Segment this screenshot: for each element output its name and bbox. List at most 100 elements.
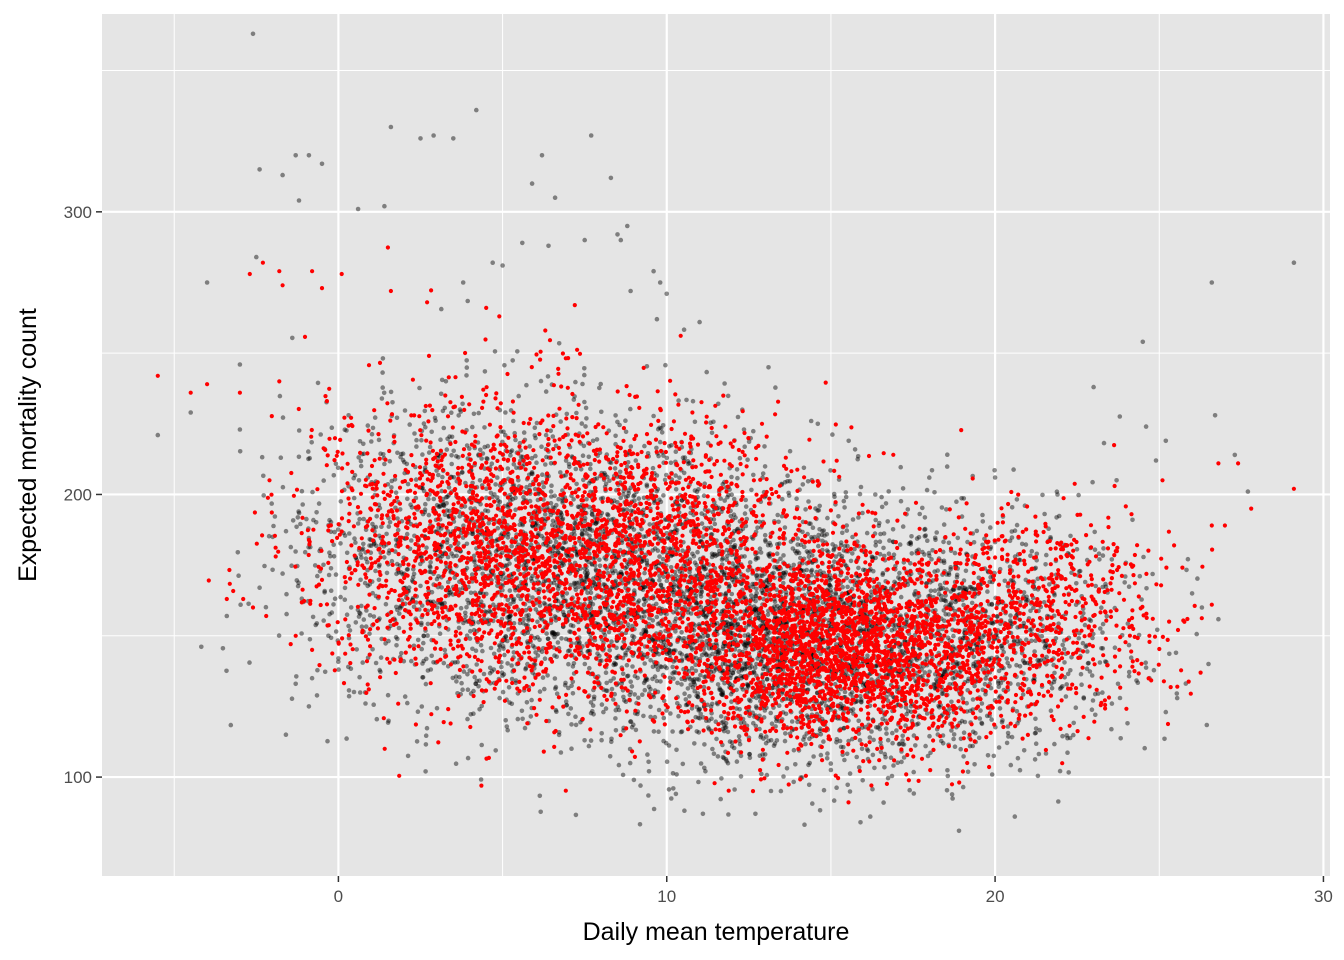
observed-data-point — [421, 633, 427, 639]
observed-data-point — [655, 548, 661, 553]
observed-data-point — [465, 755, 471, 761]
observed-data-point — [631, 493, 636, 499]
observed-data-point — [271, 523, 276, 529]
major-gridlines — [102, 14, 1330, 876]
observed-data-point — [751, 428, 756, 434]
observed-data-point — [877, 520, 882, 526]
observed-data-point — [1011, 467, 1016, 472]
observed-data-point — [661, 738, 666, 744]
observed-data-point — [552, 676, 558, 681]
observed-data-point — [753, 608, 759, 613]
observed-data-point — [873, 517, 878, 523]
observed-data-point — [470, 646, 475, 652]
observed-data-point — [657, 577, 662, 583]
observed-data-point — [394, 604, 399, 610]
observed-data-point — [422, 408, 428, 414]
observed-data-point — [346, 623, 351, 629]
observed-data-point — [270, 567, 275, 573]
observed-data-point — [618, 569, 624, 575]
observed-data-point — [671, 676, 676, 681]
observed-data-point — [623, 418, 628, 424]
observed-data-point — [821, 739, 826, 744]
observed-data-point — [1004, 656, 1010, 661]
observed-data-point — [997, 706, 1003, 711]
observed-data-point — [709, 430, 715, 436]
observed-data-point — [640, 692, 645, 697]
observed-data-point — [781, 553, 786, 558]
observed-data-point — [590, 438, 596, 444]
observed-data-point — [342, 597, 348, 602]
observed-data-point — [616, 762, 622, 768]
observed-data-point — [850, 517, 856, 522]
observed-data-point — [809, 567, 815, 573]
observed-data-point — [502, 652, 507, 658]
observed-data-point — [682, 691, 687, 696]
observed-data-point — [641, 558, 647, 563]
observed-data-point — [699, 511, 704, 516]
observed-data-point — [425, 668, 431, 673]
observed-data-point — [725, 393, 731, 399]
observed-data-point — [633, 727, 639, 733]
observed-data-point — [801, 465, 807, 471]
observed-data-point — [809, 535, 814, 540]
observed-data-point — [735, 414, 741, 420]
observed-data-point — [335, 465, 341, 471]
observed-data-point — [548, 461, 554, 466]
observed-data-point — [635, 600, 640, 605]
observed-data-point — [972, 762, 977, 767]
observed-data-point — [553, 686, 558, 691]
observed-data-point — [603, 706, 609, 711]
observed-data-point — [519, 708, 525, 714]
observed-data-point — [870, 786, 875, 792]
observed-data-point — [801, 568, 806, 574]
observed-data-point — [584, 416, 589, 421]
observed-data-point — [845, 782, 850, 788]
observed-data-point — [527, 444, 532, 449]
observed-data-point — [891, 763, 896, 768]
observed-data-point — [654, 614, 660, 620]
observed-data-point — [613, 661, 619, 667]
observed-data-point — [881, 800, 886, 805]
observed-data-point — [351, 495, 357, 501]
observed-data-point — [500, 673, 505, 678]
observed-data-point — [714, 736, 719, 742]
observed-data-point — [920, 505, 925, 511]
observed-data-point — [535, 619, 540, 625]
observed-data-point — [538, 809, 543, 815]
observed-data-point — [843, 490, 849, 495]
observed-data-point — [895, 760, 900, 765]
observed-data-point — [728, 663, 734, 668]
observed-data-point — [378, 655, 384, 660]
observed-data-point — [646, 769, 652, 774]
observed-data-point — [898, 594, 904, 600]
observed-data-point — [650, 465, 656, 471]
observed-data-point — [845, 543, 850, 549]
observed-data-point — [464, 565, 470, 571]
observed-data-point — [673, 487, 679, 492]
observed-data-point — [808, 521, 813, 526]
observed-data-point — [295, 515, 301, 520]
observed-data-point — [574, 410, 579, 416]
observed-data-point — [382, 555, 387, 560]
observed-data-point — [491, 651, 497, 657]
observed-data-point — [648, 704, 653, 710]
observed-data-point — [692, 741, 697, 746]
observed-data-point — [894, 728, 899, 733]
observed-data-point — [566, 661, 571, 667]
observed-data-point — [454, 453, 459, 459]
observed-data-point — [481, 671, 487, 677]
observed-data-point — [424, 545, 429, 550]
observed-data-point — [671, 669, 677, 675]
observed-data-point — [673, 599, 679, 604]
observed-data-point — [872, 765, 877, 771]
observed-data-point — [803, 507, 808, 512]
observed-data-point — [627, 760, 633, 766]
observed-data-point — [945, 452, 950, 458]
observed-data-point — [276, 633, 282, 638]
observed-data-point — [675, 701, 680, 706]
observed-data-point — [555, 586, 561, 592]
observed-data-point — [806, 499, 811, 504]
observed-data-point — [877, 726, 883, 732]
observed-data-point — [670, 729, 675, 734]
observed-data-point — [521, 430, 527, 435]
